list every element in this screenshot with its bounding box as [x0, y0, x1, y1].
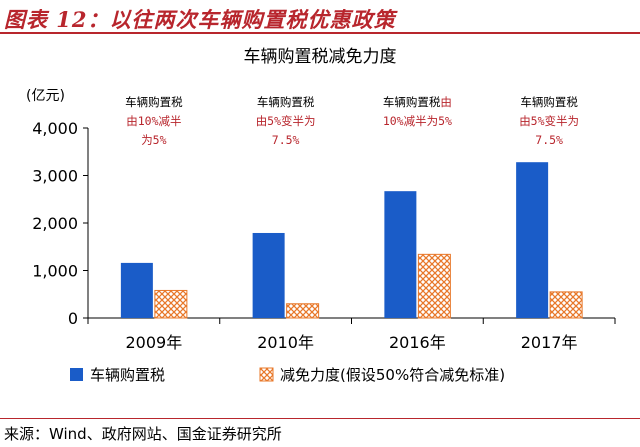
bar-tax-reduction	[417, 253, 451, 319]
annotation-segment: 7.5%	[272, 133, 300, 147]
annotation-segment: 由	[440, 95, 452, 109]
policy-annotation: 7.5%	[535, 133, 563, 147]
policy-annotation: 由5%变半为	[256, 114, 316, 128]
figure-title: 图表 12：以往两次车辆购置税优惠政策	[4, 7, 396, 32]
y-tick-label: 4,000	[32, 119, 78, 138]
policy-annotation: 车辆购置税	[125, 95, 183, 109]
bar-vehicle-purchase-tax	[120, 262, 153, 318]
source-divider	[0, 418, 640, 419]
bar-tax-reduction	[549, 291, 583, 319]
legend-swatch-reduction	[259, 367, 274, 382]
bar-tax-reduction	[154, 289, 188, 319]
annotation-segment: 为5%	[141, 133, 166, 147]
y-tick-label: 1,000	[32, 262, 78, 281]
annotation-segment: 7.5%	[535, 133, 563, 147]
annotation-segment: 由5%变半为	[256, 114, 316, 128]
chart-title: 车辆购置税减免力度	[244, 47, 397, 67]
x-tick-label: 2009年	[126, 333, 183, 352]
annotation-segment: 车辆购置税	[520, 95, 578, 109]
annotation-segment: 车辆购置税	[125, 95, 183, 109]
bar-chart: 车辆购置税减免力度 (亿元) 0 1,000 2,000 3,000 4,000 2009…	[26, 47, 616, 384]
legend-label-reduction: 减免力度(假设50%符合减免标准)	[280, 366, 505, 384]
policy-annotation: 车辆购置税	[520, 95, 578, 109]
bar-vehicle-purchase-tax	[384, 191, 417, 318]
policy-annotation: 由5%变半为	[519, 114, 579, 128]
x-tick-label: 2017年	[521, 333, 578, 352]
y-tick-label: 0	[68, 309, 78, 328]
x-tick-label: 2010年	[257, 333, 314, 352]
bar-vehicle-purchase-tax	[516, 162, 549, 318]
annotation-segment: 车辆购置税	[257, 95, 315, 109]
title-divider	[0, 32, 640, 34]
annotation-segment: 车辆购置税	[383, 95, 441, 109]
legend: 车辆购置税 减免力度(假设50%符合减免标准)	[70, 366, 505, 384]
policy-annotation: 10%减半为5%	[383, 114, 452, 128]
policy-annotation: 由10%减半	[126, 114, 181, 128]
y-tick-label: 3,000	[32, 167, 78, 186]
policy-annotation: 车辆购置税	[257, 95, 315, 109]
legend-label-tax: 车辆购置税	[90, 366, 165, 384]
y-axis-unit-label: (亿元)	[26, 88, 65, 104]
annotation-segment: 10%减半为5%	[383, 114, 452, 128]
policy-annotation: 为5%	[141, 133, 166, 147]
source-note: 来源：Wind、政府网站、国金证券研究所	[4, 425, 282, 443]
bar-vehicle-purchase-tax	[252, 232, 285, 318]
legend-swatch-tax	[70, 368, 83, 381]
bar-tax-reduction	[286, 303, 320, 319]
policy-annotation: 车辆购置税由	[383, 95, 452, 109]
annotation-segment: 由5%变半为	[519, 114, 579, 128]
y-tick-label: 2,000	[32, 214, 78, 233]
policy-annotation: 7.5%	[272, 133, 300, 147]
x-tick-label: 2016年	[389, 333, 446, 352]
annotation-segment: 由10%减半	[126, 114, 181, 128]
